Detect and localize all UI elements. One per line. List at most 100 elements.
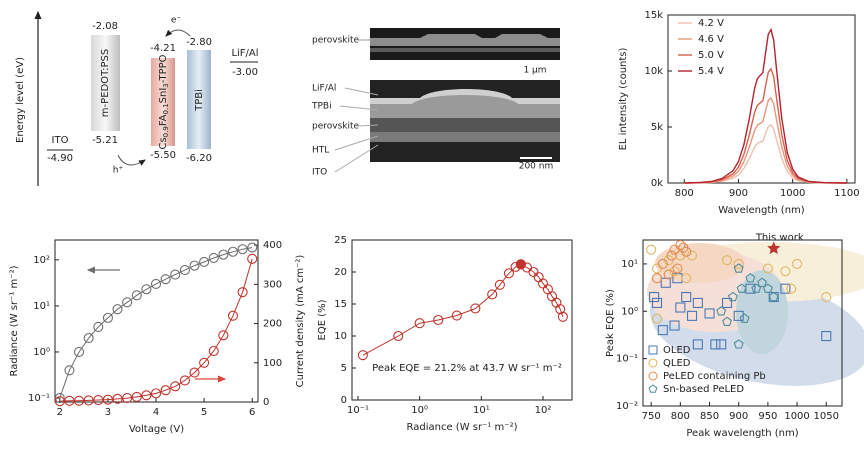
data-point bbox=[218, 249, 229, 260]
data-point bbox=[433, 314, 444, 326]
data-point bbox=[681, 246, 692, 257]
data-point bbox=[160, 385, 171, 396]
sem-layer bbox=[370, 118, 560, 132]
data-point bbox=[74, 346, 85, 358]
data-point bbox=[112, 304, 123, 315]
data-point bbox=[704, 308, 715, 319]
carrier-label: e⁻ bbox=[171, 16, 182, 26]
sem-label: perovskite bbox=[312, 36, 360, 46]
data-point bbox=[470, 303, 481, 314]
legend-label: Sn-based PeLED bbox=[663, 384, 744, 395]
series-line bbox=[59, 258, 253, 402]
data-point bbox=[792, 258, 803, 269]
data-point bbox=[555, 304, 566, 315]
data-point bbox=[102, 394, 113, 405]
x-tick-label: 10¹ bbox=[473, 405, 490, 416]
sem-label: perovskite bbox=[312, 122, 360, 132]
data-point bbox=[681, 291, 692, 303]
data-point bbox=[83, 395, 94, 406]
data-point bbox=[733, 339, 744, 349]
data-point bbox=[651, 313, 663, 324]
y-tick-label: 10² bbox=[33, 255, 50, 266]
data-point bbox=[692, 339, 703, 350]
data-point bbox=[208, 252, 219, 264]
data-point bbox=[736, 283, 747, 293]
data-point bbox=[786, 283, 797, 294]
legend-swatch bbox=[648, 371, 658, 381]
leader bbox=[334, 87, 379, 173]
data-point bbox=[757, 277, 767, 287]
series-line bbox=[362, 263, 564, 356]
data-point bbox=[494, 279, 505, 290]
data-point bbox=[686, 310, 698, 321]
legend-label: OLED bbox=[663, 345, 691, 356]
electron-arrow bbox=[165, 29, 191, 37]
data-point bbox=[745, 273, 756, 283]
data-point bbox=[780, 283, 791, 294]
data-point bbox=[102, 312, 113, 323]
layer-name: ITO bbox=[52, 135, 69, 146]
y-tick-label: 0 bbox=[341, 395, 347, 406]
formula-part: SnI bbox=[158, 88, 169, 104]
plot-frame bbox=[642, 239, 843, 407]
plot-frame bbox=[351, 239, 573, 401]
y-tick-label: 10 bbox=[334, 331, 347, 342]
series-line bbox=[684, 67, 847, 184]
pedot-bar bbox=[91, 35, 120, 131]
data-point bbox=[141, 390, 152, 401]
data-point bbox=[237, 287, 248, 298]
data-point bbox=[247, 253, 258, 264]
y-tick-label: 10⁻² bbox=[616, 401, 638, 412]
data-point bbox=[762, 263, 773, 274]
formula-sub: 0.9 bbox=[162, 126, 170, 137]
y-tick-label: 5k bbox=[651, 122, 663, 133]
data-point bbox=[762, 283, 773, 293]
x-tick-label: 800 bbox=[671, 411, 690, 422]
plot-frame bbox=[667, 14, 856, 184]
layer-name: m-PEDOT:PSS bbox=[100, 49, 111, 117]
data-point bbox=[227, 246, 239, 257]
y2-axis-label: Current density (mA cm⁻²) bbox=[295, 255, 306, 388]
series-line bbox=[684, 27, 847, 184]
data-point bbox=[722, 316, 732, 326]
level-value: -5.50 bbox=[150, 150, 176, 161]
hole-arrow bbox=[117, 154, 146, 166]
data-point bbox=[208, 345, 219, 357]
energy-diagram: Energy level (eV) ITO -4.90 -2.08 m-PEDO… bbox=[15, 10, 259, 186]
data-point bbox=[716, 339, 727, 350]
data-point bbox=[64, 395, 75, 406]
data-point bbox=[733, 310, 744, 321]
data-point bbox=[170, 269, 181, 280]
data-point bbox=[112, 393, 123, 404]
series-line bbox=[684, 123, 847, 184]
data-point bbox=[189, 260, 200, 271]
annotation: Peak EQE = 21.2% at 43.7 W sr⁻¹ m⁻² bbox=[372, 363, 562, 374]
x-tick-label: 3 bbox=[105, 407, 111, 418]
plot-frame bbox=[54, 239, 259, 403]
data-point bbox=[179, 265, 190, 276]
x-axis-label: Voltage (V) bbox=[129, 424, 184, 435]
x-tick-label: 10² bbox=[535, 405, 552, 416]
data-point bbox=[189, 367, 200, 378]
sem-label: ITO bbox=[312, 168, 327, 178]
data-point bbox=[150, 388, 162, 399]
data-point bbox=[692, 297, 703, 308]
x-tick-label: 750 bbox=[642, 411, 661, 422]
sem-layer bbox=[370, 132, 560, 142]
x-tick-label: 1000 bbox=[784, 411, 809, 422]
level-value: -4.21 bbox=[150, 43, 176, 54]
formula-part: FA bbox=[158, 114, 169, 126]
data-point bbox=[721, 297, 733, 308]
x-tick-label: 900 bbox=[729, 188, 748, 199]
legend-swatch bbox=[648, 358, 658, 368]
layer-name: TPBi bbox=[194, 89, 205, 112]
data-point bbox=[74, 395, 85, 406]
level-value: -2.08 bbox=[92, 21, 118, 32]
data-point bbox=[710, 339, 721, 350]
x-tick-label: 850 bbox=[700, 411, 719, 422]
level-value: -5.21 bbox=[92, 135, 118, 146]
data-point bbox=[93, 321, 104, 332]
x-tick-label: 6 bbox=[249, 407, 255, 418]
data-point bbox=[721, 255, 733, 266]
